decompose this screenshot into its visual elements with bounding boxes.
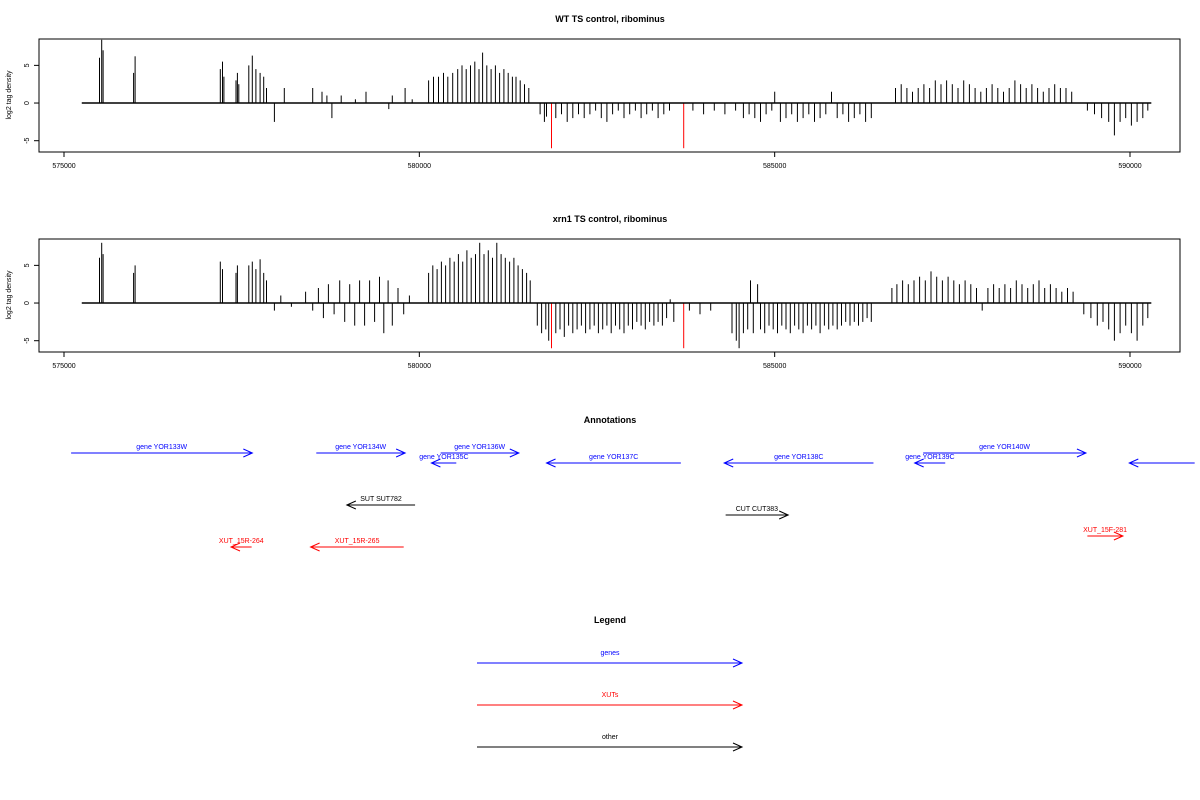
annotation-xut-15f-281-label: XUT_15F-281 bbox=[1083, 527, 1127, 534]
annotation-gene-yor134w-arrow bbox=[316, 448, 407, 458]
annotation-gene-yor140w-label: gene YOR140W bbox=[979, 444, 1030, 451]
annotation-xut-15r-264-arrow bbox=[229, 542, 252, 552]
annotation-gene-yor134w-label: gene YOR134W bbox=[335, 444, 386, 451]
legend-other-label: other bbox=[602, 734, 619, 741]
legend-gene-arrow bbox=[477, 658, 744, 668]
annotation-gene-yor140w-arrow bbox=[923, 448, 1088, 458]
xrn1-ylabel: log2 tag density bbox=[6, 270, 13, 320]
xrn1-ytick-label-1: 0 bbox=[24, 301, 31, 305]
legend-title: Legend bbox=[594, 615, 626, 625]
wt-ytick-label-1: 0 bbox=[24, 101, 31, 105]
xrn1-track-panel: xrn1 TS control, ribominus log2 tag dens… bbox=[6, 214, 1181, 370]
xrn1-xtick-label-0: 575000 bbox=[52, 363, 75, 370]
wt-xtick-label-1: 580000 bbox=[408, 163, 431, 170]
wt-xtick-label-2: 585000 bbox=[763, 163, 786, 170]
annotation-gene-yor137c-arrow bbox=[545, 458, 681, 468]
wt-xtick-label-0: 575000 bbox=[52, 163, 75, 170]
annotation-gene-yor138c-label: gene YOR138C bbox=[774, 454, 823, 461]
xrn1-xtick-label-3: 590000 bbox=[1118, 363, 1141, 370]
annotation-gene-yor138c-arrow bbox=[722, 458, 874, 468]
wt-track-title: WT TS control, ribominus bbox=[555, 14, 665, 24]
legend-panel: Legend genes XUTs other bbox=[477, 615, 744, 752]
annotation-xut-15f-281-arrow bbox=[1087, 531, 1125, 541]
xrn1-xtick-label-1: 580000 bbox=[408, 363, 431, 370]
wt-spike-marks bbox=[99, 39, 1149, 149]
annotation-gene-yor139c-arrow bbox=[913, 458, 946, 468]
annotation-sut-sut782-arrow bbox=[345, 500, 416, 510]
annotation-xut-15r-265-arrow bbox=[309, 542, 404, 552]
wt-axes: -5 0 5 575000 580000 585000 590000 bbox=[24, 63, 1152, 170]
annotation-gene-yor133w-label: gene YOR133W bbox=[136, 444, 187, 451]
xrn1-ytick-label-2: 5 bbox=[24, 263, 31, 267]
xrn1-plot-frame bbox=[38, 238, 1181, 353]
xrn1-xtick-label-2: 585000 bbox=[763, 363, 786, 370]
annotations-title: Annotations bbox=[584, 415, 637, 425]
annotation-gene-yor139c-label: gene YOR139C bbox=[905, 454, 954, 461]
annotations-panel: Annotations gene YOR133W gene YOR134Wgene… bbox=[71, 415, 1195, 552]
legend-gene-label: genes bbox=[600, 650, 620, 657]
wt-track-panel: WT TS control, ribominus log2 tag densit… bbox=[6, 14, 1181, 170]
annotation-sut-sut782-label: SUT SUT782 bbox=[360, 496, 402, 503]
annotation-gene-yor137c-label: gene YOR137C bbox=[589, 454, 638, 461]
xrn1-spike-marks bbox=[99, 242, 1149, 349]
xrn1-track-title: xrn1 TS control, ribominus bbox=[553, 214, 668, 224]
xrn1-axes: -5 0 5 575000 580000 585000 590000 bbox=[24, 263, 1152, 370]
annotation-xut-15r-264-label: XUT_15R-264 bbox=[219, 538, 264, 545]
annotation-gene-yor133w-arrow bbox=[71, 448, 254, 458]
annotation-segment-8-arrow bbox=[1128, 458, 1195, 468]
legend-xut-arrow bbox=[477, 700, 744, 710]
annotation-xut-15r-265-label: XUT_15R-265 bbox=[335, 538, 380, 545]
annotation-gene-yor136w-arrow bbox=[440, 448, 521, 458]
wt-xtick-label-3: 590000 bbox=[1118, 163, 1141, 170]
wt-ytick-label-0: -5 bbox=[24, 137, 31, 143]
annotation-gene-yor135c-label: gene YOR135C bbox=[419, 454, 468, 461]
annotation-items: gene YOR133W gene YOR134W gene YOR135C gene… bbox=[71, 444, 1195, 552]
legend-other-arrow bbox=[477, 742, 744, 752]
legend-xut-label: XUTs bbox=[602, 692, 619, 699]
wt-ytick-label-2: 5 bbox=[24, 63, 31, 67]
wt-ylabel: log2 tag density bbox=[6, 70, 13, 120]
xrn1-ytick-label-0: -5 bbox=[24, 337, 31, 343]
annotation-gene-yor136w-label: gene YOR136W bbox=[454, 444, 505, 451]
annotation-cut-cut383-arrow bbox=[725, 510, 790, 520]
wt-plot-frame bbox=[38, 38, 1181, 153]
annotation-gene-yor135c-arrow bbox=[430, 458, 457, 468]
legend-items: genes XUTs other bbox=[477, 650, 744, 752]
annotation-cut-cut383-label: CUT CUT383 bbox=[736, 506, 778, 513]
